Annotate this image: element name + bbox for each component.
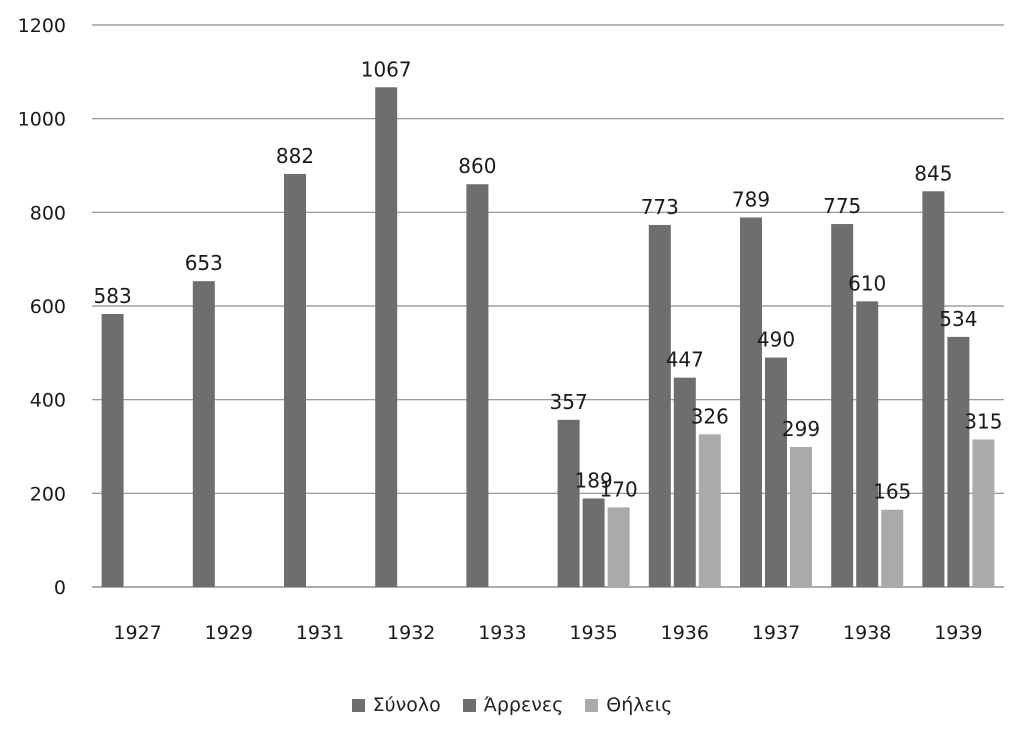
data-label: 326 [691, 404, 729, 428]
x-tick-label: 1938 [843, 622, 891, 644]
bar-3-1939 [972, 439, 995, 587]
legend-swatch [351, 698, 365, 712]
bar-1-1938 [831, 224, 854, 587]
x-axis-ticks: 1927 1929 1931 1932 1933 1935 1936 1937 1938 1939 [113, 622, 982, 644]
data-label: 447 [666, 348, 704, 372]
data-label: 490 [757, 328, 795, 352]
data-label: 534 [939, 307, 977, 331]
bar-1-1931 [284, 173, 306, 587]
x-tick-label: 1933 [478, 622, 526, 644]
data-label: 165 [873, 480, 911, 504]
bar-1-1939 [922, 191, 945, 587]
data-label: 610 [848, 271, 886, 295]
x-tick-label: 1932 [387, 622, 435, 644]
bar-1-1932 [375, 87, 398, 587]
legend-item: Θήλεις [585, 694, 672, 716]
y-tick-label: 200 [30, 483, 66, 505]
y-tick-label: 600 [30, 296, 66, 318]
legend-swatch [585, 698, 599, 712]
legend-swatch [462, 698, 476, 712]
bar-3-1936 [698, 434, 721, 587]
bar-1-1933 [466, 184, 489, 587]
y-tick-label: 1000 [18, 109, 66, 131]
data-label: 299 [782, 417, 820, 441]
x-tick-label: 1935 [569, 622, 617, 644]
data-label: 789 [732, 187, 770, 211]
bar-2-1939 [947, 336, 970, 587]
legend-label: Άρρενες [483, 694, 564, 716]
data-label: 845 [914, 161, 952, 185]
legend-label: Θήλεις [606, 694, 673, 716]
y-tick-label: 400 [30, 390, 66, 412]
bar-1-1929 [192, 281, 215, 587]
data-label: 189 [575, 468, 613, 492]
data-label: 170 [600, 477, 638, 501]
bar-2-1935 [582, 498, 605, 587]
bars [101, 87, 995, 588]
data-label: 357 [550, 390, 588, 414]
bar-3-1937 [790, 446, 812, 587]
bar-1-1927 [101, 313, 124, 587]
legend-item: Σύνολο [351, 694, 441, 716]
x-tick-label: 1937 [752, 622, 800, 644]
bar-1-1937 [740, 217, 762, 588]
bar-2-1938 [856, 301, 879, 587]
y-tick-label: 800 [30, 202, 66, 224]
x-tick-label: 1936 [661, 622, 709, 644]
y-axis-ticks: 0 200 400 600 800 1000 1200 [18, 15, 66, 599]
bar-1-1936 [648, 224, 671, 587]
legend-label: Σύνολο [372, 694, 441, 716]
data-label: 775 [823, 194, 861, 218]
legend-item: Άρρενες [462, 694, 564, 716]
bar-2-1936 [673, 377, 696, 587]
x-tick-label: 1929 [205, 622, 253, 644]
bar-2-1937 [765, 357, 787, 587]
data-label: 653 [185, 251, 223, 275]
x-tick-label: 1927 [113, 622, 161, 644]
x-tick-label: 1939 [934, 622, 982, 644]
legend: Σύνολο Άρρενες Θήλεις [0, 688, 1024, 722]
data-label: 773 [641, 195, 679, 219]
data-label: 882 [276, 144, 314, 168]
bar-3-1938 [881, 509, 904, 587]
data-label: 860 [458, 154, 496, 178]
bar-3-1935 [607, 507, 630, 587]
x-tick-label: 1931 [296, 622, 344, 644]
y-tick-label: 0 [54, 577, 66, 599]
data-label: 583 [94, 284, 132, 308]
bar-1-1935 [557, 419, 580, 587]
data-label: 315 [964, 409, 1002, 433]
gridlines [92, 24, 1004, 588]
y-tick-label: 1200 [18, 15, 66, 37]
data-label: 1067 [361, 57, 412, 81]
